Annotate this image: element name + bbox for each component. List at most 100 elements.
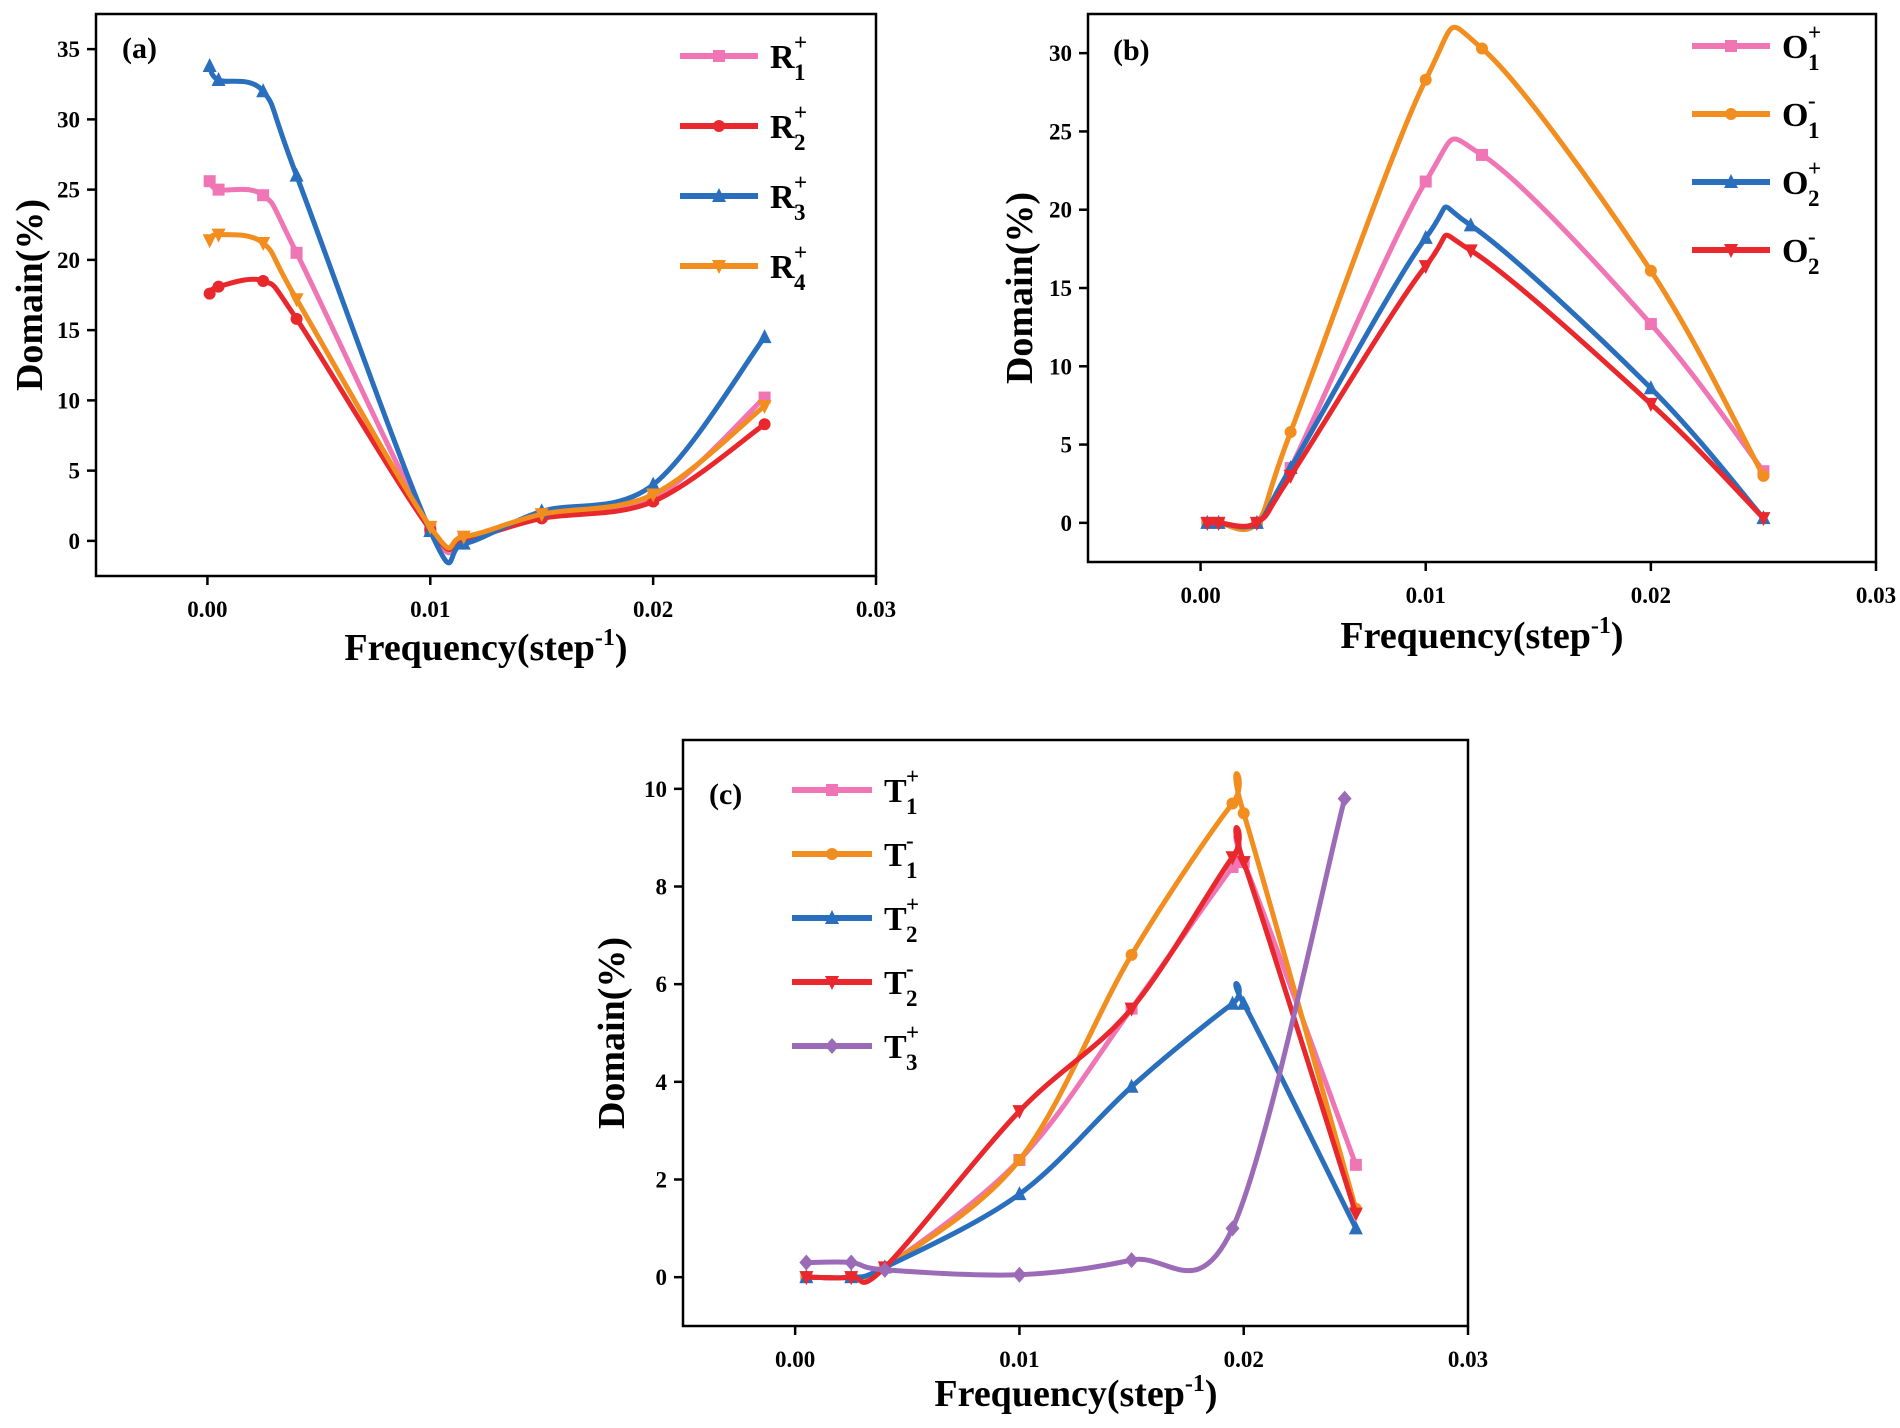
data-point-O2+ [1463,217,1478,232]
data-point-O2- [1249,516,1264,531]
data-point-T3+ [1124,1252,1139,1269]
legend-label-sup: - [906,828,914,853]
x-axis-title-sup: -1 [595,625,615,651]
legend-label-T1-: T [884,837,907,874]
data-point-T2- [1236,856,1251,871]
data-point-T2- [799,1271,814,1286]
plot-area [202,57,772,566]
data-point-T1- [1125,948,1138,961]
y-tick-label: 5 [1061,433,1073,458]
y-tick-label: 4 [656,1070,668,1095]
legend-label-sup: - [1808,224,1816,249]
legend-label-sup: + [906,1020,919,1045]
data-point-T2- [1225,851,1240,866]
data-point-T3+ [1225,1220,1240,1237]
data-point-R4+ [456,530,471,545]
legend-label-sup: - [1808,88,1816,113]
y-tick-label: 25 [57,178,80,203]
data-point-R4+ [289,293,304,308]
data-point-R4+ [646,488,661,503]
legend-label-O2-: O [1782,233,1808,270]
legend-marker-O1- [1725,108,1737,120]
x-tick-label: 0.01 [1406,583,1446,608]
series-line-T2+ [803,981,1359,1281]
data-point-T1+ [1349,1158,1362,1171]
data-point-R3+ [256,83,271,98]
x-axis-title: Frequency(step-1) [934,1371,1217,1415]
x-tick-label: 0.02 [1224,1347,1264,1372]
x-axis-title-text: Frequency(step [934,1373,1185,1415]
data-point-R2+ [203,287,216,300]
data-point-O1- [1284,426,1297,439]
data-point-T2- [1124,1002,1139,1017]
x-tick-label: 0.02 [633,597,673,622]
legend-label-sup: + [794,170,807,195]
legend-marker-T1+ [826,784,838,796]
series-line-O1- [1204,24,1766,533]
data-point-R2+ [758,418,771,431]
data-point-O1- [1476,42,1488,55]
panel-label: (a) [122,32,157,65]
data-point-T2+ [1348,1220,1363,1235]
x-tick-label: 0.03 [1856,583,1896,608]
legend-label-sub: 1 [906,858,918,883]
data-point-R4+ [757,399,772,414]
data-point-R3+ [289,167,304,182]
data-point-O2- [1200,516,1215,531]
data-point-R1+ [257,189,270,202]
legend-label-T3+: T [884,1029,907,1066]
x-tick-label: 0.00 [187,597,227,622]
legend-label-sup: + [794,240,807,265]
data-point-O1- [1757,469,1770,482]
data-point-R2+ [290,312,303,325]
legend-marker-T2+ [825,910,839,924]
legend-label-O1-: O [1782,97,1808,134]
x-tick-label: 0.01 [999,1347,1039,1372]
data-point-T3+ [877,1261,892,1278]
legend-marker-O2- [1724,244,1738,258]
legend-marker-T1- [826,848,838,860]
data-point-R4+ [423,520,438,535]
x-axis-title-end: ) [1611,615,1624,657]
plot-frame [681,738,1470,1328]
data-point-R4+ [256,237,271,252]
data-point-R4+ [534,508,549,523]
legend-label-sup: + [794,30,807,55]
y-axis-title: Domain(%) [591,937,633,1129]
y-tick-label: 8 [656,875,668,900]
plot-area [799,771,1363,1286]
legend-label-sub: 2 [1808,186,1820,211]
legend-marker-R4+ [712,260,726,274]
data-point-T3+ [1337,790,1352,807]
panel-label: (b) [1113,34,1150,67]
data-point-R3+ [211,72,226,87]
data-point-O1- [1419,73,1432,86]
legend-label-sub: 4 [794,270,806,295]
data-point-T1- [1226,797,1239,810]
data-point-T2- [1012,1105,1027,1120]
data-point-T2+ [1012,1186,1027,1201]
y-axis-title: Domain(%) [999,192,1041,384]
y-tick-label: 35 [57,37,80,62]
legend-label-T2-: T [884,965,907,1002]
data-point-T1- [1237,807,1250,820]
series-line-T3+ [803,796,1348,1278]
legend-marker-O2+ [1724,174,1738,188]
legend-label-sub: 3 [906,1050,918,1075]
data-point-R1+ [290,246,303,259]
legend: T +1T -1T +2T -2T +3 [792,764,919,1075]
y-tick-label: 15 [1049,276,1072,301]
x-axis-title-text: Frequency(step [344,627,595,669]
series-line-R1+ [207,178,768,556]
data-point-O2- [1211,516,1226,531]
data-point-O1+ [1476,148,1488,161]
data-point-R3+ [757,329,772,344]
legend-marker-T3+ [825,1038,839,1054]
legend-label-sup: - [906,956,914,981]
panel-label: (c) [709,778,742,811]
data-point-T3+ [844,1254,859,1271]
y-tick-label: 15 [57,318,80,343]
data-point-R3+ [646,476,661,491]
legend-label-R2+: R [770,109,795,146]
data-point-T2+ [1124,1078,1139,1093]
